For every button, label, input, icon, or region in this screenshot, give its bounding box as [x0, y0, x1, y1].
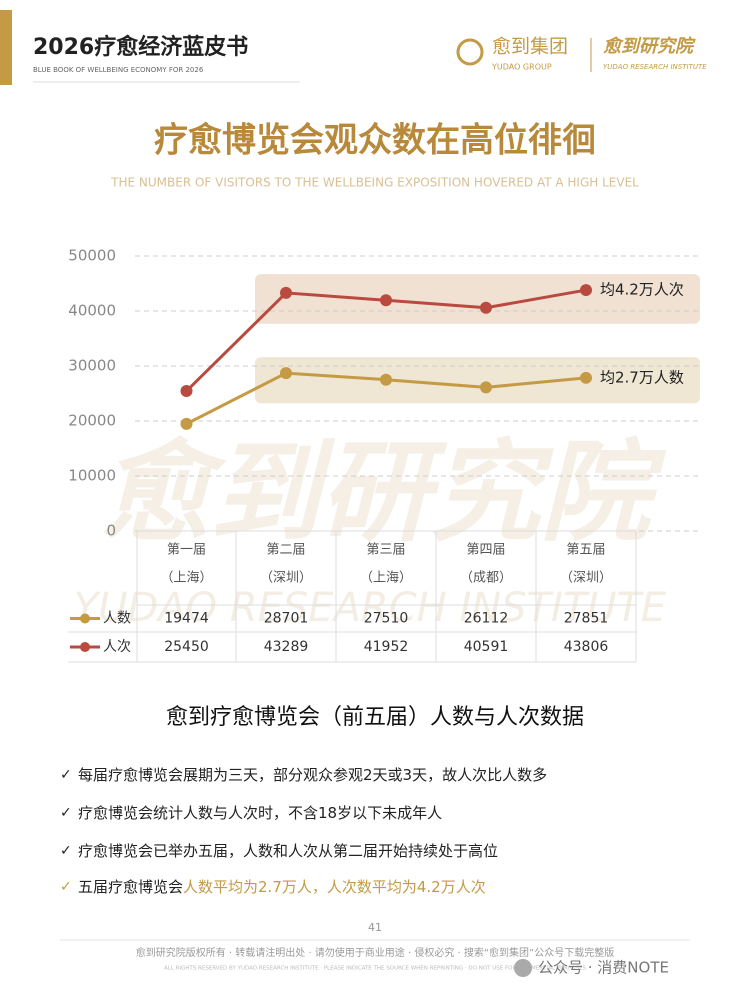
- watermark: 愈到研究院: [100, 428, 667, 556]
- check-mark: ✓: [60, 879, 72, 895]
- bullet-part: 疗愈博览会已举办五届，人数和人次从第二届开始持续处于高位: [78, 842, 498, 860]
- check-mark: ✓: [60, 767, 72, 783]
- chart-title: 疗愈博览会观众数在高位徘徊: [154, 121, 596, 161]
- chart: 愈到研究院 YUDAO RESEARCH INSTITUTE 0 10000 20000…: [68, 247, 700, 663]
- bullet-part: 疗愈博览会统计人数与人次时，不含18岁以下未成年人: [78, 804, 442, 822]
- x-tick-label: 第二届: [266, 543, 305, 558]
- header-title: 2026疗愈经济蓝皮书: [33, 34, 248, 60]
- x-tick-sublabel: （深圳）: [560, 571, 612, 586]
- y-tick-label: 40000: [68, 302, 116, 320]
- brand-en: YUDAO GROUP: [491, 63, 552, 72]
- y-tick-label: 0: [106, 522, 116, 540]
- bullet-part: 五届疗愈博览会: [78, 878, 183, 896]
- chart-subtitle: THE NUMBER OF VISITORS TO THE WELLBEING …: [110, 176, 639, 190]
- y-tick-label: 30000: [68, 357, 116, 375]
- check-mark: ✓: [60, 805, 72, 821]
- legend-marker: [80, 613, 90, 624]
- data-point: [180, 385, 193, 398]
- table-value: 43806: [564, 639, 609, 655]
- wechat-tag: 公众号 · 消费NOTE: [538, 959, 669, 977]
- bullet: 疗愈博览会已举办五届，人数和人次从第二届开始持续处于高位: [78, 842, 498, 860]
- logo: [456, 38, 484, 66]
- bullet-part: 每届疗愈博览会展期为三天，部分观众参观2天或3天，故人次比人数多: [78, 766, 547, 784]
- data-point: [180, 417, 193, 430]
- wechat-icon: [514, 959, 532, 977]
- table-value: 27510: [364, 611, 409, 627]
- data-point: [280, 367, 292, 380]
- x-tick-label: 第五届: [566, 543, 605, 558]
- table-value: 43289: [264, 639, 309, 655]
- check-mark: ✓: [60, 843, 72, 859]
- x-tick-sublabel: （上海）: [160, 571, 212, 586]
- data-point: [580, 284, 592, 297]
- table-value: 28701: [264, 611, 309, 627]
- table-value: 19474: [164, 611, 209, 627]
- legend-marker: [80, 642, 90, 652]
- x-tick-label: 第四届: [466, 543, 505, 558]
- annotation: 均2.7万人数: [600, 368, 684, 386]
- y-tick-label: 20000: [68, 412, 116, 430]
- header-subtitle: BLUE BOOK OF WELLBEING ECONOMY FOR 2026: [33, 66, 204, 74]
- x-tick-sublabel: （上海）: [360, 571, 412, 586]
- x-tick-sublabel: （成都）: [460, 571, 512, 586]
- page-number: 41: [368, 921, 382, 934]
- table-value: 25450: [164, 639, 209, 655]
- y-tick-label: 10000: [68, 467, 116, 485]
- y-tick-label: 50000: [68, 247, 116, 265]
- bullets: ✓ 每届疗愈博览会展期为三天，部分观众参观2天或3天，故人次比人数多 ✓ 疗愈博览会统…: [60, 766, 547, 896]
- bullet: 疗愈博览会统计人数与人次时，不含18岁以下未成年人: [78, 804, 442, 822]
- institute: 愈到研究院: [603, 36, 696, 57]
- data-point: [480, 381, 492, 394]
- legend-label: 人数: [103, 611, 131, 627]
- table-value: 41952: [364, 639, 409, 655]
- legend-label: 人次: [103, 639, 131, 655]
- data-point: [380, 294, 392, 307]
- caption: 愈到疗愈博览会（前五届）人数与人次数据: [166, 705, 584, 730]
- data-point: [580, 371, 592, 384]
- footer-text: 愈到研究院版权所有 · 转载请注明出处 · 请勿使用于商业用途 · 侵权必究 ·…: [136, 946, 615, 959]
- watermark-en: YUDAO RESEARCH INSTITUTE: [74, 585, 667, 631]
- table-value: 40591: [464, 639, 509, 655]
- x-tick-sublabel: （深圳）: [260, 571, 312, 586]
- bullet-part: 人数平均为2.7万人，人次数平均为4.2万人次: [183, 878, 486, 896]
- x-tick-label: 第三届: [366, 543, 405, 558]
- footer-text-en: ALL RIGHTS RESERVED BY YUDAO RESEARCH IN…: [164, 966, 587, 972]
- data-point: [480, 301, 492, 314]
- bullet: 每届疗愈博览会展期为三天，部分观众参观2天或3天，故人次比人数多: [78, 766, 547, 784]
- data-point: [380, 373, 392, 386]
- x-tick-label: 第一届: [167, 543, 206, 558]
- table-value: 27851: [564, 611, 609, 627]
- table-value: 26112: [464, 611, 509, 627]
- brand: 愈到集团: [492, 36, 568, 58]
- highlight-band: [255, 357, 700, 404]
- annotation: 均4.2万人次: [600, 281, 684, 299]
- institute-en: YUDAO RESEARCH INSTITUTE: [603, 63, 707, 71]
- header-bar: [0, 10, 12, 85]
- bullet: 五届疗愈博览会人数平均为2.7万人，人次数平均为4.2万人次: [78, 878, 486, 896]
- data-point: [280, 286, 292, 299]
